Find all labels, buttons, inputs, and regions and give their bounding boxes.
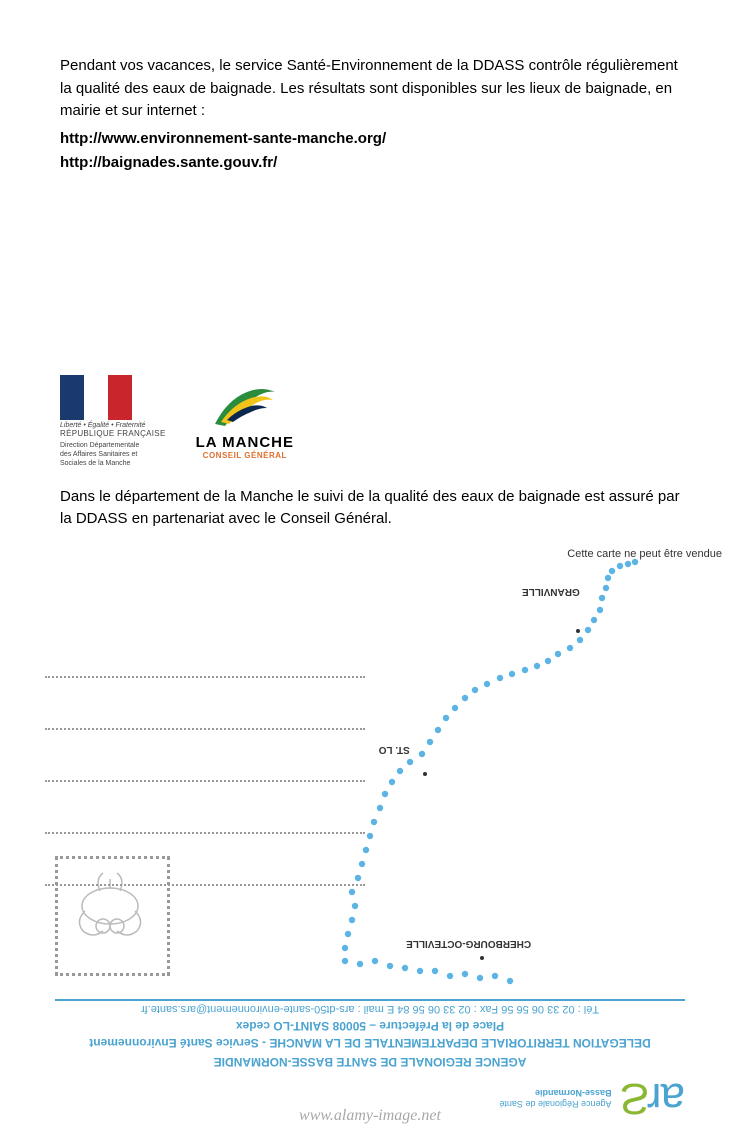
agency-header: arS Agence Régionale de Santé Basse-Norm… [0, 1003, 740, 1123]
link-env-sante: http://www.environnement-sante-manche.or… [60, 127, 680, 151]
manche-name: LA MANCHE [196, 434, 294, 451]
agency-line1: AGENCE REGIONALE DE SANTE BASSE-NORMANDI… [0, 1052, 740, 1071]
rf-dept: Direction Départementale des Affaires Sa… [60, 441, 139, 468]
postcard-area: CHERBOURG-OCTEVILLE ST. LO GRANVILLE [0, 540, 740, 986]
logos-row: Liberté • Égalité • Fraternité RÉPUBLIQU… [60, 375, 680, 468]
city-cherbourg: CHERBOURG-OCTEVILLE [406, 938, 531, 949]
rf-motto: Liberté • Égalité • Fraternité [60, 422, 145, 429]
links-block: http://www.environnement-sante-manche.or… [60, 127, 680, 175]
city-granville: GRANVILLE [522, 586, 580, 597]
logo-la-manche: LA MANCHE CONSEIL GÉNÉRAL [196, 382, 294, 460]
agency-contact: Tél : 02 33 06 56 56 Fax : 02 33 06 56 8… [0, 1003, 740, 1015]
ars-label-line2: Basse-Normandie [499, 1087, 611, 1098]
address-line [45, 676, 365, 678]
address-line [45, 780, 365, 782]
postcard-panel: arS Agence Régionale de Santé Basse-Norm… [0, 540, 740, 1131]
manche-swoosh-icon [207, 382, 282, 432]
ars-label: Agence Régionale de Santé Basse-Normandi… [499, 1087, 611, 1109]
address-line [45, 832, 365, 834]
rf-name: RÉPUBLIQUE FRANÇAISE [60, 429, 166, 438]
link-baignades: http://baignades.sante.gouv.fr/ [60, 151, 680, 175]
conclusion-text: Dans le département de la Manche le suiv… [60, 486, 680, 531]
rf-flag-icon [60, 375, 132, 420]
watermark: www.alamy-image.net [0, 1107, 740, 1125]
info-panel: Pendant vos vacances, le service Santé-E… [0, 0, 740, 540]
logo-republique-francaise: Liberté • Égalité • Fraternité RÉPUBLIQU… [60, 375, 166, 468]
intro-text: Pendant vos vacances, le service Santé-E… [60, 55, 680, 123]
divider [55, 999, 685, 1001]
address-lines [45, 626, 365, 886]
agency-address: Place de la Préfecture – 50008 SAINT-LO … [0, 1019, 740, 1033]
city-stlo: ST. LO [379, 744, 410, 755]
address-line [45, 884, 365, 886]
agency-line2: DELEGATION TERRITORIALE DEPARTEMENTALE D… [0, 1033, 740, 1052]
address-line [45, 728, 365, 730]
manche-sub: CONSEIL GÉNÉRAL [203, 451, 287, 460]
